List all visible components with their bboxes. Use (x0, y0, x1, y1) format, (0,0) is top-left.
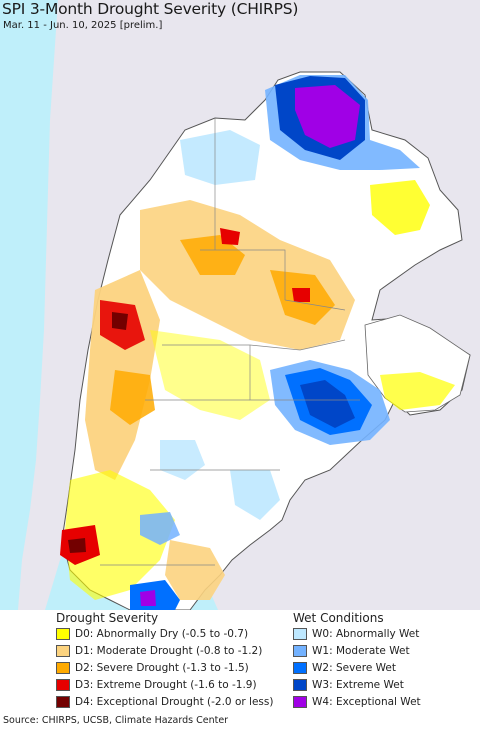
drought-legend-heading: Drought Severity (56, 611, 159, 625)
drought-map (0, 0, 480, 610)
d0-area-uy (380, 372, 455, 410)
d0-area-ne (370, 180, 430, 235)
border-line (249, 345, 360, 401)
w4-area-sw (140, 590, 156, 606)
swatch-d0 (56, 628, 70, 640)
legend-item-d1: D1: Moderate Drought (-0.8 to -1.2) (56, 644, 262, 658)
legend-item-w1: W1: Moderate Wet (293, 644, 410, 658)
swatch-d2 (56, 662, 70, 674)
legend-label-d4: D4: Exceptional Drought (-2.0 or less) (75, 696, 274, 708)
d2-area-3 (110, 370, 155, 425)
swatch-w3 (293, 679, 307, 691)
w3-area-east (300, 380, 355, 428)
d0-area-center (150, 330, 270, 420)
legend: Drought Severity Wet Conditions D0: Abno… (0, 610, 480, 712)
legend-item-d3: D3: Extreme Drought (-1.6 to -1.9) (56, 678, 257, 692)
legend-label-w0: W0: Abnormally Wet (312, 628, 420, 640)
legend-label-d1: D1: Moderate Drought (-0.8 to -1.2) (75, 645, 263, 657)
d1-area-south (165, 540, 225, 600)
d3-area-nc (220, 228, 240, 245)
d2-area-1 (180, 235, 245, 275)
legend-item-w2: W2: Severe Wet (293, 661, 396, 675)
w1-area-south (140, 512, 180, 545)
drought-areas (60, 180, 455, 600)
province-borders (100, 118, 360, 566)
swatch-d3 (56, 679, 70, 691)
d4-area-west (112, 312, 128, 330)
border-line (162, 339, 346, 351)
swatch-w2 (293, 662, 307, 674)
legend-label-d0: D0: Abnormally Dry (-0.5 to -0.7) (75, 628, 249, 640)
d3-area-ne (292, 288, 310, 302)
border-line (200, 249, 286, 300)
border-line (284, 299, 346, 311)
legend-item-d0: D0: Abnormally Dry (-0.5 to -0.7) (56, 627, 248, 641)
w0-area-south (230, 470, 280, 520)
w4-area-north (295, 85, 360, 148)
legend-label-d3: D3: Extreme Drought (-1.6 to -1.9) (75, 679, 257, 691)
source-credit: Source: CHIRPS, UCSB, Climate Hazards Ce… (3, 715, 229, 726)
legend-item-w0: W0: Abnormally Wet (293, 627, 419, 641)
wet-areas (130, 75, 420, 610)
swatch-w4 (293, 696, 307, 708)
legend-label-d2: D2: Severe Drought (-1.3 to -1.5) (75, 662, 249, 674)
d0-area-south (65, 470, 175, 600)
w0-area-north (180, 130, 260, 185)
swatch-w1 (293, 645, 307, 657)
d4-area-south (68, 538, 86, 553)
legend-item-d2: D2: Severe Drought (-1.3 to -1.5) (56, 661, 249, 675)
swatch-w0 (293, 628, 307, 640)
legend-label-w4: W4: Exceptional Wet (312, 696, 421, 708)
swatch-d4 (56, 696, 70, 708)
wet-legend-heading: Wet Conditions (293, 611, 384, 625)
legend-item-w4: W4: Exceptional Wet (293, 695, 421, 709)
legend-item-w3: W3: Extreme Wet (293, 678, 404, 692)
legend-label-w2: W2: Severe Wet (312, 662, 396, 674)
map-title: SPI 3-Month Drought Severity (CHIRPS) (2, 0, 299, 18)
swatch-d1 (56, 645, 70, 657)
legend-label-w1: W1: Moderate Wet (312, 645, 410, 657)
legend-label-w3: W3: Extreme Wet (312, 679, 404, 691)
legend-item-d4: D4: Exceptional Drought (-2.0 or less) (56, 695, 273, 709)
map-subtitle: Mar. 11 - Jun. 10, 2025 [prelim.] (3, 20, 163, 31)
